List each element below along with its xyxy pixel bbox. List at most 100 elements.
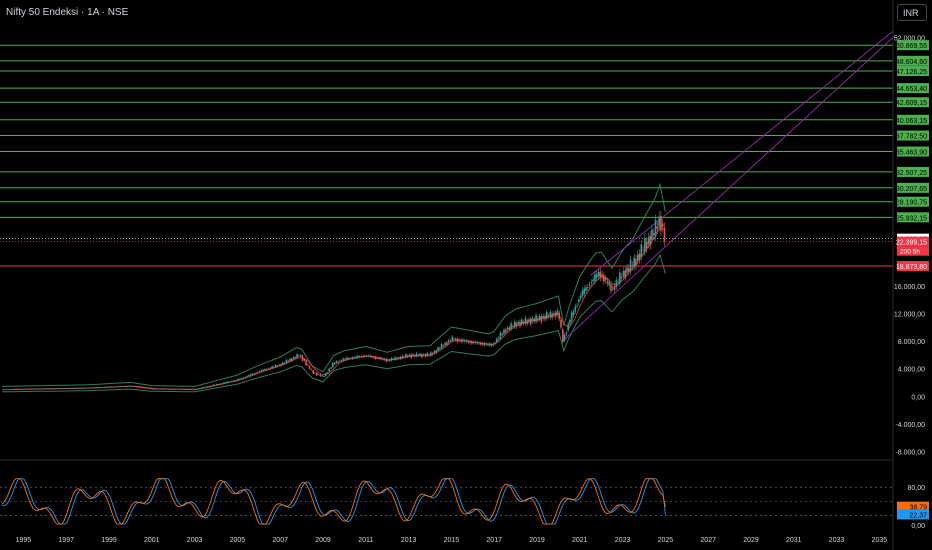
candle-body: [337, 361, 339, 363]
candle-body: [501, 333, 503, 335]
candle-body: [109, 386, 111, 388]
candle-body: [399, 356, 402, 360]
candle-body: [608, 282, 610, 286]
candle-body: [465, 340, 468, 342]
candle-body: [339, 360, 341, 362]
time-tick-label: 1995: [16, 537, 32, 544]
candle-body: [517, 322, 520, 325]
candle-body: [508, 327, 511, 330]
candle-body: [239, 378, 241, 380]
candle-body: [529, 318, 532, 325]
candle-body: [155, 388, 158, 390]
stoch-k-value-label: 22,37: [909, 512, 927, 519]
candle-body: [135, 386, 138, 388]
candle-body: [428, 354, 430, 356]
candle-body: [125, 386, 127, 388]
candle-body: [157, 388, 159, 390]
candle-body: [538, 315, 541, 320]
candle-body: [14, 389, 17, 390]
support-price-label-bg: [897, 261, 929, 272]
candle-body: [574, 306, 577, 312]
candle-body: [586, 287, 589, 288]
candle-body: [610, 284, 612, 291]
candle-body: [503, 329, 505, 334]
candle-body: [606, 281, 609, 284]
time-tick-label: 2013: [401, 537, 417, 544]
candle-body: [408, 354, 411, 357]
candle-body: [333, 363, 336, 365]
time-axis[interactable]: 1995 1997 1999 2001 2003 2005 2007 2009 2011 2013…: [16, 537, 888, 544]
resistance-price-label-bg: [897, 146, 929, 157]
countdown-label: 200 5h: [900, 249, 920, 256]
candle-body: [553, 313, 555, 315]
candle-body: [647, 237, 650, 244]
stoch-k-line: [1, 478, 666, 525]
candle-body: [216, 383, 218, 385]
candle-body: [346, 357, 348, 360]
candle-body: [365, 355, 368, 357]
candle-body: [253, 373, 256, 375]
candle-body: [389, 359, 391, 361]
candle-body: [421, 354, 423, 358]
candle-body: [562, 329, 564, 342]
candle-body: [387, 360, 389, 361]
candle-body: [35, 388, 38, 390]
candle-body: [251, 373, 254, 375]
candle-body: [75, 388, 77, 389]
candle-body: [32, 388, 34, 390]
candle-body: [603, 275, 605, 282]
candle-body: [176, 388, 179, 390]
candle-body: [406, 355, 409, 357]
candle-body: [487, 344, 489, 346]
candle-body: [476, 342, 479, 344]
candle-body: [488, 343, 491, 346]
candle-body: [305, 360, 307, 366]
price-axis[interactable]: 52.000,00 16.000,00 12.000,00 8.000,00 4.000…: [892, 0, 929, 550]
candle-body: [142, 387, 145, 389]
time-tick-label: 1997: [58, 537, 74, 544]
candle-body: [294, 357, 297, 359]
resistance-price-label: 42.609,15: [896, 100, 927, 107]
candle-body: [633, 257, 635, 268]
candle-body: [76, 387, 79, 389]
time-tick-label: 2035: [872, 537, 888, 544]
candle-body: [599, 271, 602, 278]
candle-body: [645, 242, 648, 249]
price-tick-label: 0,00: [911, 394, 925, 401]
candle-body: [287, 361, 289, 362]
candle-body: [224, 382, 227, 384]
main-price-pane[interactable]: [0, 30, 894, 461]
candle-body: [569, 320, 571, 325]
candle-body: [351, 357, 354, 359]
stochastic-pane[interactable]: [0, 478, 893, 525]
candle-body: [283, 362, 286, 364]
candle-body: [141, 387, 143, 389]
candle-body: [469, 341, 471, 343]
candle-body: [463, 340, 466, 342]
candle-body: [392, 359, 395, 361]
candle-body: [570, 312, 573, 322]
trend-channel-lower[interactable]: [562, 37, 894, 342]
candle-body: [258, 371, 261, 373]
candle-body: [611, 287, 614, 289]
candle-body: [105, 387, 108, 388]
candle-body: [194, 389, 197, 390]
candle-body: [499, 332, 502, 339]
candle-body: [103, 386, 106, 388]
candle-body: [244, 376, 247, 378]
candle-body: [613, 285, 616, 291]
candle-body: [27, 388, 29, 390]
candle-body: [644, 237, 646, 252]
candle-body: [160, 388, 163, 390]
candle-body: [53, 388, 56, 390]
candle-body: [201, 387, 204, 389]
trend-channel-upper[interactable]: [590, 30, 894, 276]
candle-body: [18, 389, 20, 390]
candle-body: [205, 386, 207, 388]
countdown-bg: [897, 246, 929, 256]
candle-body: [374, 356, 377, 360]
candle-body: [134, 386, 136, 388]
currency-button[interactable]: INR: [897, 4, 927, 21]
candle-body: [50, 388, 52, 390]
